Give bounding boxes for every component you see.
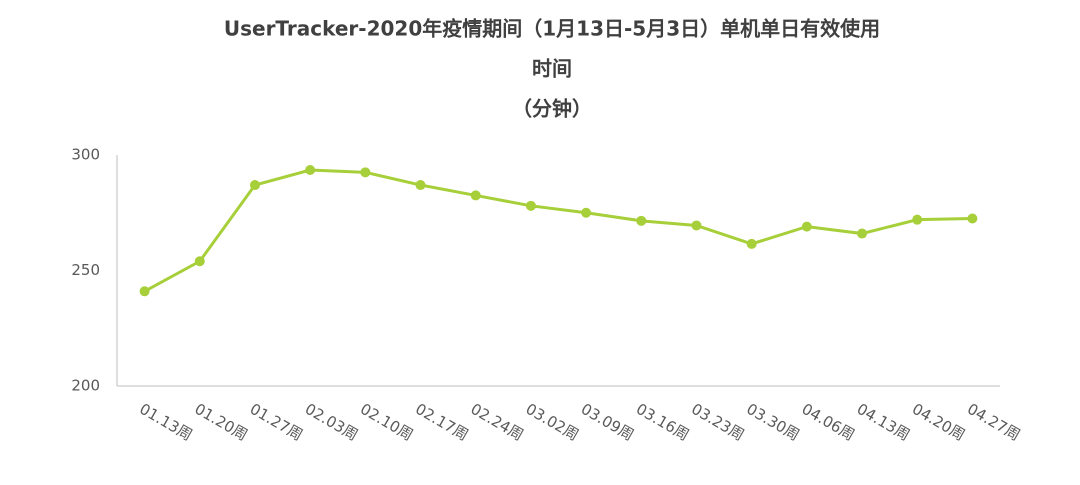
x-tick-label: 01.20周 (192, 400, 251, 445)
x-tick-label: 04.13周 (854, 400, 913, 445)
chart-title: （分钟） (512, 97, 592, 121)
point (581, 207, 592, 218)
point (912, 214, 923, 225)
point (470, 190, 481, 201)
point (636, 215, 647, 226)
x-tick-label: 03.02周 (523, 400, 582, 445)
point (801, 221, 812, 232)
point (249, 180, 260, 191)
y-tick-label: 300 (71, 146, 100, 164)
x-tick-label: 02.17周 (412, 400, 471, 445)
x-tick-label: 04.20周 (909, 400, 968, 445)
chart-title: 时间 (532, 57, 572, 81)
x-tick-label: 03.16周 (633, 400, 692, 445)
point (139, 286, 150, 297)
x-tick-label: 02.24周 (467, 400, 526, 445)
line (143, 168, 973, 293)
point (691, 220, 702, 231)
chart-title: UserTracker-2020年疫情期间（1月13日-5月3日）单机单日有效使… (224, 17, 880, 41)
y-tick-label: 200 (71, 377, 100, 395)
point (305, 165, 316, 176)
point (746, 238, 757, 249)
point (194, 256, 205, 267)
x-tick-label: 03.09周 (578, 400, 637, 445)
y-tick-label: 250 (71, 261, 100, 279)
x-tick-label: 01.13周 (136, 400, 195, 445)
point (525, 200, 536, 211)
x-tick-label: 04.27周 (964, 400, 1023, 445)
point (415, 180, 426, 191)
x-tick-label: 01.27周 (247, 400, 306, 445)
x-tick-label: 03.30周 (743, 400, 802, 445)
x-tick-label: 02.10周 (357, 400, 416, 445)
x-tick-label: 03.23周 (688, 400, 747, 445)
point (857, 228, 868, 239)
x-tick-label: 02.03周 (302, 400, 361, 445)
point (967, 213, 978, 224)
x-tick-label: 04.06周 (799, 400, 858, 445)
point (360, 167, 371, 178)
